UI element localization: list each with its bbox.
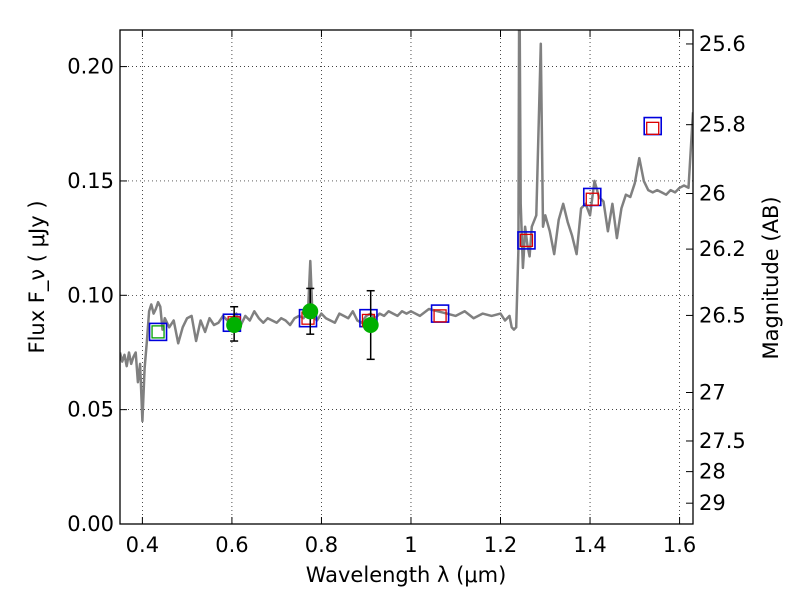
x-tick-label: 1.4 xyxy=(573,533,606,557)
y2-tick-label: 26.5 xyxy=(699,303,746,327)
y-tick-label: 0.20 xyxy=(67,55,114,79)
y-tick-label: 0.15 xyxy=(67,169,114,193)
red-square-marker xyxy=(646,121,660,135)
x-tick-label: 0.8 xyxy=(305,533,338,557)
y-axis-label: Flux F_ν ( μJy ) xyxy=(25,200,50,353)
green-data-point xyxy=(226,317,243,334)
y2-tick-label: 28 xyxy=(699,460,726,484)
y2-tick-label: 25.6 xyxy=(699,32,746,56)
y2-tick-label: 25.8 xyxy=(699,113,746,137)
y-tick-label: 0.05 xyxy=(67,398,114,422)
x-tick-label: 1 xyxy=(404,533,417,557)
red-square-marker xyxy=(519,233,534,248)
series-layer xyxy=(120,30,693,423)
x-tick-label: 0.4 xyxy=(126,533,159,557)
y2-tick-label: 26.2 xyxy=(699,237,746,261)
red-square-marker xyxy=(433,309,447,323)
green-square-marker xyxy=(151,325,165,339)
x-axis-label: Wavelength λ (μm) xyxy=(306,563,507,587)
x-axis: 0.4 0.6 0.8 1 1.2 1.4 1.6 xyxy=(126,30,696,557)
x-tick-label: 1.6 xyxy=(663,533,696,557)
y2-tick-label: 29 xyxy=(699,491,726,515)
x-tick-label: 1.2 xyxy=(484,533,517,557)
y-axis: 0.00 0.05 0.10 0.15 0.20 xyxy=(67,55,127,536)
y-tick-label: 0.00 xyxy=(67,512,114,536)
y2-tick-label: 27.5 xyxy=(699,429,746,453)
blue-square-marker xyxy=(148,322,168,342)
x-tick-label: 0.6 xyxy=(215,533,248,557)
magnitude-axis: 25.6 25.8 26 26.2 26.5 27 27.5 28 29 xyxy=(686,32,746,515)
grid xyxy=(120,30,693,524)
y-tick-label: 0.10 xyxy=(67,283,114,307)
y2-tick-label: 26 xyxy=(699,182,726,206)
red-square-marker xyxy=(585,192,599,206)
y2-axis-label: Magnitude (AB) xyxy=(759,196,783,359)
blue-square-marker xyxy=(517,231,536,250)
green-data-point xyxy=(362,317,379,334)
spectrum-line xyxy=(120,30,693,423)
plot-frame xyxy=(119,29,694,525)
green-data-point xyxy=(302,303,319,320)
y2-tick-label: 27 xyxy=(699,380,726,404)
